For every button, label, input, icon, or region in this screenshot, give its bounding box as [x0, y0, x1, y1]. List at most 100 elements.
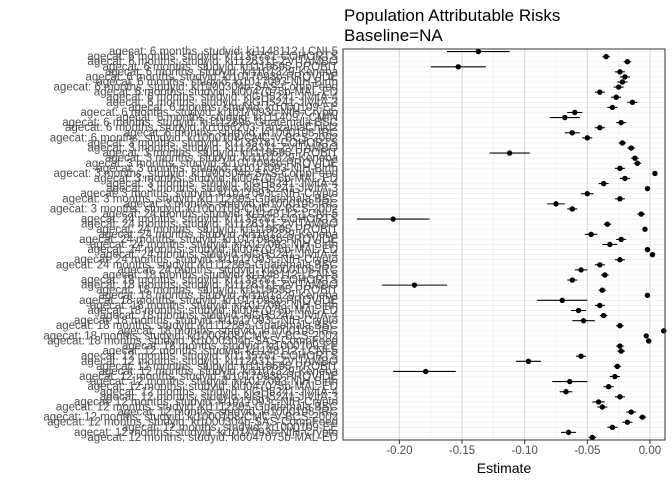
y-tick-label: agecat: 24 months, studyid: ki1017093c-N…	[74, 254, 338, 266]
y-tick-label: agecat: 12 months, studyid: ki1101329-Ke…	[98, 366, 338, 378]
y-tick-label: agecat: 18 months, studyid: ki1112895-Gu…	[56, 320, 338, 332]
y-tick-label: agecat: 6 months, studyid: ki1112895-Gua…	[62, 117, 338, 129]
y-tick-label: agecat: 12 months, studyid: ki1017093c-N…	[74, 427, 338, 439]
y-tick-label: agecat: 3 months, studyid: ki1017093c-NI…	[80, 188, 338, 200]
y-tick-label: agecat: 6 months, studyid: ki1000304b-SA…	[54, 82, 338, 94]
estimate-point	[629, 99, 636, 106]
y-tick-label: agecat: 18 months, studyid: ki1017093c-N…	[74, 315, 338, 327]
y-tick-label: agecat: 12 months, studyid: ki1017093c-N…	[74, 396, 338, 408]
y-tick-label: agecat: 6 months, studyid: kiGH5241-JiVi…	[106, 92, 338, 104]
estimate-point	[652, 170, 658, 177]
estimate-point	[622, 175, 628, 182]
estimate-point	[563, 389, 569, 395]
y-tick-label: agecat: 3 months, studyid: ki1000304b-SA…	[54, 168, 338, 180]
y-tick-label: agecat: 18 months, studyid: ki1119695-PR…	[96, 285, 338, 297]
y-tick-label: agecat: 18 months, studyid: ki1017093b-P…	[79, 295, 338, 307]
y-tick-label: agecat: 6 months, studyid: ki1114097-CMI…	[116, 112, 338, 124]
y-tick-label: agecat: 6 months, studyid: ki1119695-PRO…	[103, 61, 338, 73]
estimate-point	[617, 69, 623, 75]
estimate-point	[475, 48, 482, 55]
y-tick-label: agecat: 3 months, studyid: ki1000108-IRC	[124, 198, 338, 210]
estimate-point	[612, 373, 618, 380]
estimate-point	[619, 140, 626, 146]
estimate-point	[604, 221, 611, 227]
estimate-point	[390, 216, 396, 222]
y-tick-label: agecat: 18 months, studyid: ki1135781-CO…	[81, 275, 339, 287]
y-tick-label: agecat: 6 months, studyid: ki1126311-ZVI…	[87, 56, 338, 68]
y-tick-label: agecat: 12 months, studyid: ki1000108-IR…	[117, 407, 338, 419]
estimate-point	[613, 94, 619, 100]
y-axis-labels: agecat: 6 months, studyid: ki1148112-LCN…	[43, 46, 338, 444]
y-tick-label: agecat: 3 months, studyid: ki1112895-Gua…	[62, 193, 338, 205]
estimate-point	[578, 353, 584, 359]
y-tick-label: agecat: 6 months, studyid: ki1135781-COH…	[87, 51, 338, 63]
estimate-point	[638, 211, 644, 217]
estimate-point	[565, 429, 572, 436]
panel-border	[342, 48, 666, 441]
y-tick-label: agecat: 6 months, studyid: ki1101329-Ken…	[105, 66, 339, 78]
y-tick-label: agecat: 3 months, studyid: ki1017093b-PR…	[85, 158, 338, 170]
y-tick-label: agecat: 24 months, studyid: ki1017093b-P…	[79, 234, 338, 246]
estimate-point	[602, 272, 608, 278]
x-tick-label: 0.00	[639, 445, 661, 457]
y-tick-label: agecat: 12 months, studyid: ki1112895-Gu…	[56, 401, 338, 413]
estimate-point	[661, 328, 667, 334]
estimate-point	[644, 185, 651, 192]
estimate-point	[619, 79, 626, 85]
y-tick-label: agecat: 6 months, studyid: ki1000109-EE	[128, 102, 338, 114]
estimate-point	[572, 109, 578, 116]
x-tick-label: -0.05	[574, 445, 600, 457]
y-tick-label: agecat: 18 months, studyid: ki1126311-ZV…	[81, 280, 338, 292]
y-tick-label: agecat: 24 months, studyid: ki1135781-CO…	[81, 214, 339, 226]
y-tick-label: agecat: 24 months, studyid: ki1148112-LC…	[103, 209, 338, 221]
y-tick-label: agecat: 12 months, studyid: ki1000304b-S…	[47, 417, 338, 429]
estimate-point	[617, 343, 623, 349]
estimate-point	[575, 307, 582, 314]
estimate-point	[634, 160, 641, 166]
estimate-point	[617, 165, 623, 172]
y-tick-label: agecat: 6 months, studyid: ki0047075b-MA…	[94, 87, 338, 99]
chart-title: Population Attributable Risks	[344, 6, 560, 25]
estimate-point	[599, 287, 606, 293]
y-tick-label: agecat: 24 months, studyid: ki1119695-PR…	[96, 224, 338, 236]
estimate-point	[615, 84, 622, 90]
y-tick-label: agecat: 3 months, studyid: ki1000108-CMC…	[50, 203, 338, 215]
y-tick-label: agecat: 3 months, studyid: ki1126311-ZVI…	[87, 143, 338, 155]
y-tick-label: agecat: 12 months, studyid: ki1000108-CM…	[43, 412, 338, 424]
y-tick-label: agecat: 3 months, studyid: kiGH5241-JiVi…	[106, 183, 338, 195]
estimate-point	[644, 246, 651, 253]
estimate-point	[649, 251, 656, 258]
data-layer	[356, 48, 667, 441]
x-axis-title: Estimate	[477, 460, 532, 476]
estimate-point	[632, 155, 638, 161]
x-axis: -0.20 -0.15 -0.10 -0.05 0.00	[386, 440, 661, 457]
y-tick-label: agecat: 24 months, studyid: kiGH5241-JiV…	[100, 249, 339, 261]
estimate-point	[597, 302, 603, 309]
estimate-point	[411, 282, 418, 288]
estimate-point	[584, 191, 591, 197]
y-tick-label: agecat: 12 months, studyid: ki1126311-ZV…	[81, 356, 338, 368]
y-tick-label: agecat: 24 months, studyid: ki1112895-Gu…	[56, 259, 338, 271]
y-tick-label: agecat: 18 months, studyid: ki1000109-EE	[122, 341, 338, 353]
estimate-point	[584, 135, 591, 141]
y-tick-label: agecat: 18 months, studyid: ki1000108-CM…	[43, 330, 338, 342]
y-tick-label: agecat: 3 months, studyid: kiGH5241-JiVi…	[106, 178, 338, 190]
y-tick-label: agecat: 18 months, studyid: ki1017093-NI…	[90, 300, 338, 312]
y-tick-label: agecat: 3 months, studyid: ki1119695-PRO…	[103, 148, 338, 160]
y-tick-label: agecat: 6 months, studyid: ki1066203-Tan…	[65, 122, 338, 134]
estimate-point	[609, 104, 616, 111]
y-tick-label: agecat: 12 months, studyid: ki1017093-NI…	[90, 376, 338, 388]
estimate-point	[628, 409, 634, 415]
y-tick-label: agecat: 6 months, studyid: ki1017093c-NI…	[80, 107, 338, 119]
y-tick-label: agecat: 24 months, studyid: ki0047075b-M…	[87, 244, 338, 256]
chart-subtitle: Baseline=NA	[344, 26, 443, 45]
y-tick-label: agecat: 18 months, studyid: ki1000108-IR…	[117, 325, 338, 337]
estimate-point	[643, 333, 649, 339]
estimate-point	[600, 180, 607, 187]
estimate-point	[644, 292, 651, 298]
y-tick-label: agecat: 24 months, studyid: ki1017093-NI…	[90, 239, 338, 251]
estimate-point	[569, 277, 575, 283]
y-tick-label: agecat: 6 months, studyid: ki1148112-LCN…	[109, 46, 338, 58]
